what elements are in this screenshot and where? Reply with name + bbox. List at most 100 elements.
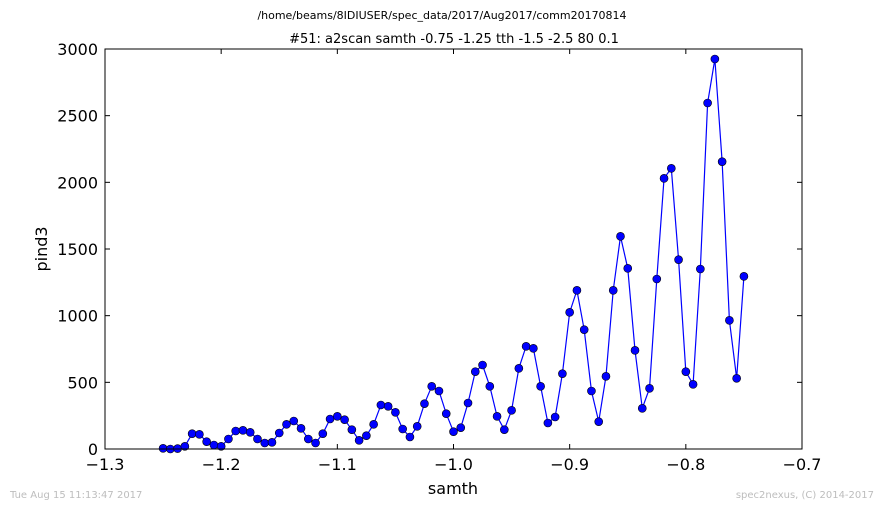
data-point [652,274,662,284]
data-point [253,434,262,444]
data-point [725,316,734,325]
data-point [362,431,371,440]
footer-credit: spec2nexus, (C) 2014-2017 [736,490,874,501]
data-point [470,367,480,376]
y-tick-label: 1000 [57,307,98,326]
data-point [289,416,299,426]
data-point [623,264,633,273]
data-point [412,422,422,431]
data-point [739,272,749,281]
x-tick-label: −0.9 [550,455,589,474]
data-point [325,414,335,424]
data-point [681,367,691,376]
data-point [303,434,313,444]
data-point [717,157,727,166]
data-point [449,427,458,436]
data-point [616,232,625,241]
data-point [369,420,378,429]
data-point [710,54,720,64]
data-point [492,412,502,421]
data-point [572,286,582,295]
data-point [550,412,560,422]
data-point [398,424,407,434]
data-point [565,308,574,317]
data-point [376,400,386,410]
data-point [536,382,545,391]
data-point [383,402,393,411]
data-point [347,425,357,434]
x-tick-label: −1.0 [434,455,473,474]
y-tick-label: 2500 [57,107,98,126]
data-point [441,409,451,418]
data-point [674,255,683,264]
data-point [187,429,197,438]
data-point [354,436,364,445]
data-point [637,404,647,413]
data-point [245,428,255,437]
data-point [260,438,270,448]
data-point [732,374,741,383]
data-point [630,346,640,355]
data-point [463,398,473,408]
tick-layer: −1.3 −1.2 −1.1 −1.0 −0.9 −0.8 −0.7 0 500 1000 1500… [57,40,821,474]
data-point [514,364,524,373]
x-tick-label: −1.3 [86,455,125,474]
data-point [434,386,444,396]
y-tick-label: 0 [88,440,98,459]
data-point [274,428,284,438]
data-point [202,437,211,446]
x-tick-label: −1.1 [318,455,357,474]
data-point [391,408,400,417]
chart-title: #51: a2scan samth -0.75 -1.25 tth -1.5 -… [289,32,619,47]
data-point [333,412,342,421]
x-tick-label: −0.8 [666,455,705,474]
data-point [587,386,596,396]
data-point [195,430,204,439]
data-point [500,425,509,434]
data-point [238,426,248,435]
data-point [521,342,531,351]
data-point [311,438,320,448]
data-point [158,444,168,453]
series-line [163,58,745,450]
data-point [420,399,429,408]
data-point [594,417,604,426]
data-point [667,164,676,173]
data-point [485,382,495,391]
y-tick-label: 2000 [57,173,98,192]
data-point [296,424,306,433]
data-point [645,384,654,393]
data-point [507,406,516,415]
data-point [688,380,698,389]
x-tick-label: −1.2 [202,455,241,474]
data-point [282,420,291,429]
data-point [703,98,712,108]
x-axis-label: samth [428,479,478,498]
data-point [456,423,466,432]
data-point [543,418,553,428]
data-point [216,442,226,451]
data-point [267,438,277,447]
file-path-header: /home/beams/8IDIUSER/spec_data/2017/Aug2… [257,9,626,22]
data-point [529,344,538,353]
data-point [209,440,219,450]
y-tick-label: 3000 [57,40,98,59]
data-point [224,434,233,444]
data-point [231,426,240,436]
data-point [478,360,487,370]
y-axis-label: pind3 [32,226,51,271]
plot-frame [104,48,803,450]
y-tick-label: 500 [67,373,98,392]
data-point [696,264,705,274]
y-tick-label: 1500 [57,240,98,259]
data-point [558,369,567,378]
data-point [405,432,415,442]
data-point [180,442,190,451]
data-point [318,429,328,438]
data-point [659,174,669,183]
footer-timestamp: Tue Aug 15 11:13:47 2017 [9,490,142,501]
data-point [601,372,611,381]
series-layer [158,54,749,454]
x-tick-label: −0.7 [783,455,822,474]
